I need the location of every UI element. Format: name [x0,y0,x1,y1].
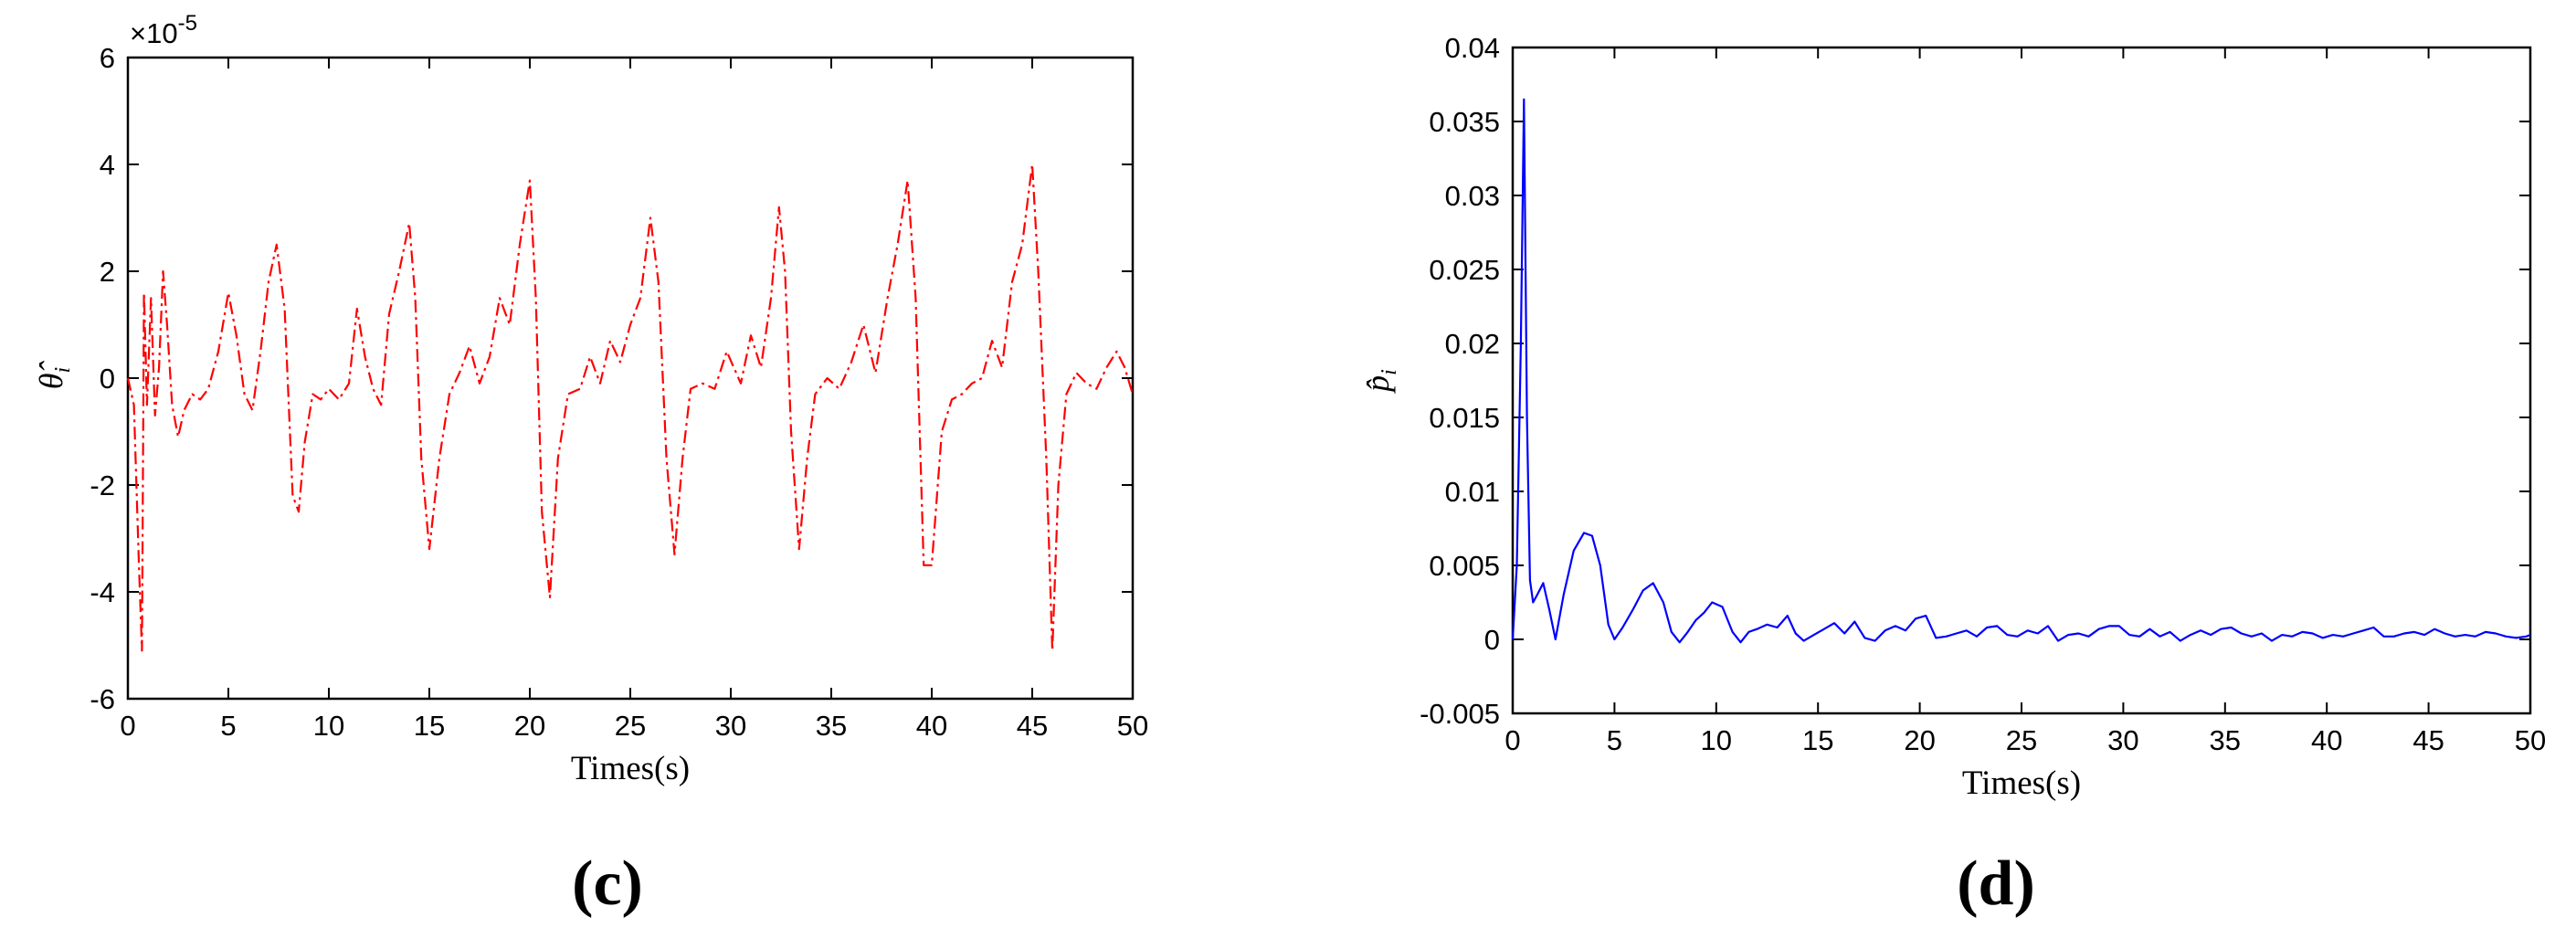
y-tick-label: -2 [90,469,115,501]
x-tick-label: 5 [220,710,236,742]
x-tick-label: 35 [2210,724,2241,756]
x-tick-label: 30 [2107,724,2138,756]
x-tick-label: 15 [414,710,445,742]
x-tick-label: 40 [916,710,947,742]
x-tick-label: 25 [2006,724,2037,756]
x-tick-label: 15 [1802,724,1833,756]
x-tick-label: 35 [816,710,847,742]
x-tick-label: 0 [120,710,135,742]
plot-frame [126,56,1135,701]
y-tick-label: -4 [90,576,115,608]
y-tick-label: 6 [100,42,115,74]
y-axis-subscript: i [51,367,75,374]
x-tick-label: 20 [514,710,545,742]
y-tick-label: 0.02 [1445,328,1500,360]
y-multiplier: ×10-5 [130,11,197,49]
series-line [1511,98,2531,644]
x-axis-label: Times(s) [1962,765,2081,802]
y-tick-label: 0.01 [1445,476,1500,508]
x-tick-label: 25 [615,710,646,742]
y-tick-label: 0.025 [1429,254,1500,286]
x-tick-label: 40 [2311,724,2342,756]
x-tick-label: 0 [1504,724,1520,756]
x-tick-label: 10 [313,710,344,742]
y-tick-label: 0 [100,363,115,395]
y-tick-label: 0 [1484,624,1500,656]
y-tick-label: 4 [100,149,115,181]
panel-label: (d) [1957,849,2035,919]
x-axis-label: Times(s) [571,750,690,787]
x-tick-label: 5 [1607,724,1622,756]
chart-c: 0 5 10 15 20 25 30 35 40 45 50 -6 -4 -2 0 2 4 6 ×10-5 Times… [33,11,1148,919]
y-tick-label: 2 [100,256,115,288]
panel-label: (c) [572,849,643,919]
y-tick-label: 0.03 [1445,180,1500,212]
chart-d: 0 5 10 15 20 25 30 35 40 45 50-0.00500.0050.010.01… [1359,32,2546,919]
y-tick-label: 0.015 [1429,402,1500,434]
y-axis-symbol: p̂ [1359,375,1396,395]
y-multiplier-base: ×10 [130,17,178,49]
y-multiplier-exponent: -5 [178,11,197,36]
x-tick-label: 45 [1017,710,1048,742]
y-tick-label: 0.04 [1445,32,1500,64]
y-tick-label: -0.005 [1420,698,1500,730]
x-tick-label: 45 [2412,724,2444,756]
y-axis-subscript: i [1378,369,1401,375]
series-line [126,163,1135,652]
x-tick-label: 10 [1701,724,1732,756]
y-tick-label: -6 [90,683,115,715]
x-tick-label: 20 [1904,724,1935,756]
x-tick-label: 50 [2515,724,2546,756]
y-axis-symbol: θ̂ [33,360,69,389]
y-axis-label: θ̂i [33,360,75,389]
x-tick-label: 50 [1117,710,1148,742]
y-tick-label: 0.035 [1429,106,1500,138]
y-axis-label: p̂i [1359,369,1401,395]
x-tick-label: 30 [715,710,746,742]
y-tick-label: 0.005 [1429,550,1500,582]
